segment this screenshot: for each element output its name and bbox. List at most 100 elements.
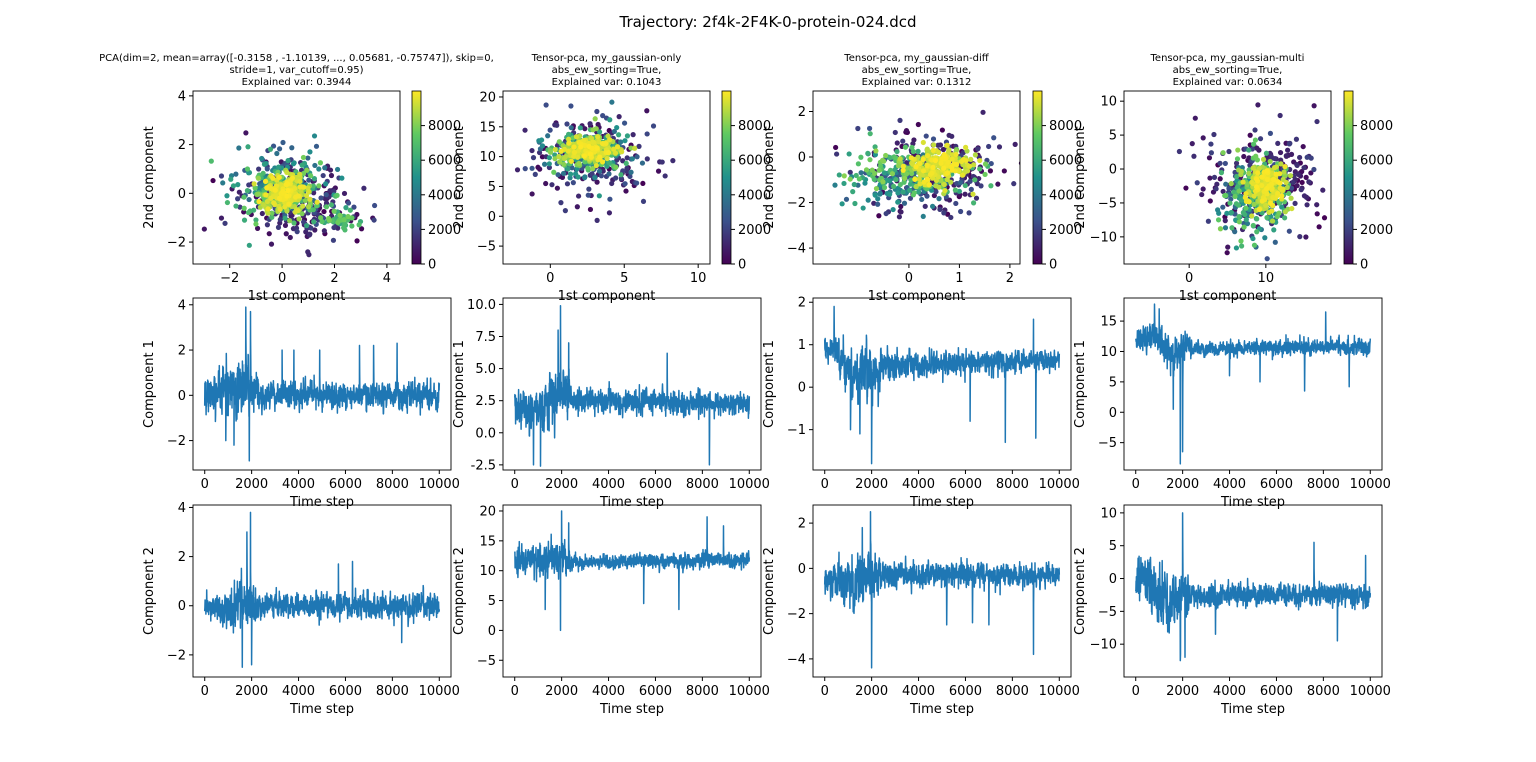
comp1-4-series-line	[1134, 303, 1372, 465]
scatter-point	[318, 195, 324, 201]
scatter-point	[594, 217, 600, 223]
scatter-point	[896, 214, 902, 220]
scatter-point	[292, 185, 298, 192]
colorbar-tick-label: 0	[428, 258, 436, 273]
scatter-point	[924, 186, 930, 192]
comp1-3-spines	[812, 297, 1072, 471]
scatter-point	[1300, 143, 1306, 150]
scatter-point	[335, 219, 341, 226]
y-tick-label: −2	[787, 607, 806, 622]
scatter-point	[929, 203, 936, 209]
scatter-point	[624, 133, 631, 139]
x-tick-label: 0	[511, 477, 519, 492]
scatter-point	[1259, 182, 1265, 189]
scatter-point	[291, 220, 297, 226]
scatter-point	[262, 178, 269, 184]
scatter-point	[917, 181, 923, 187]
scatter-point	[1250, 235, 1256, 242]
scatter-point	[1011, 181, 1017, 187]
scatter-point	[1217, 176, 1223, 182]
scatter-point	[1298, 187, 1304, 193]
scatter-point	[622, 138, 628, 144]
scatter-point	[1264, 186, 1270, 192]
scatter-point	[568, 103, 574, 109]
scatter-point	[639, 160, 646, 166]
comp1-1-axes: 0 2000 4000 6000 8000 10000 −2 0 2 4 Time step Comp…	[142, 297, 460, 510]
x-tick-label: 8000	[686, 477, 719, 492]
colorbar-tick-label: 0	[1049, 258, 1057, 273]
scatter-point	[529, 147, 535, 154]
scatter-point	[264, 166, 270, 172]
scatter-point	[261, 161, 268, 167]
scatter-point	[941, 210, 947, 216]
scatter-point	[244, 188, 251, 194]
scatter-point	[284, 193, 290, 199]
y-tick-label: 2	[178, 344, 186, 359]
scatter-point	[1228, 181, 1234, 187]
scatter-point	[887, 154, 893, 161]
scatter-point	[1189, 141, 1195, 147]
scatter-point	[272, 187, 278, 193]
scatter-point	[903, 127, 910, 134]
x-tick-label: 6000	[949, 684, 982, 699]
scatter-point	[537, 166, 543, 172]
scatter-point	[832, 182, 838, 188]
scatter-point	[599, 140, 606, 147]
scatter-point	[304, 222, 310, 229]
scatter-point	[1225, 244, 1231, 250]
x-tick-label: 4000	[902, 684, 935, 699]
x-tick-label: 6000	[639, 477, 672, 492]
scatter-point	[944, 170, 950, 176]
scatter-point	[268, 186, 274, 192]
scatter-point	[575, 174, 581, 180]
scatter-point	[897, 117, 903, 123]
scatter-title-line: Tensor-pca, my_gaussian-only	[531, 53, 682, 64]
scatter-point	[1289, 205, 1295, 212]
scatter-point	[972, 152, 978, 158]
scatter-point	[629, 156, 635, 162]
x-tick-label: 0	[821, 477, 829, 492]
scatter-point	[1270, 194, 1276, 201]
comp1-2-spines	[502, 297, 762, 471]
scatter-point	[925, 152, 931, 159]
comp2-1-spines	[192, 504, 452, 678]
scatter-point	[929, 170, 935, 176]
x-tick-label: 6000	[639, 684, 672, 699]
x-tick-label: 8000	[1307, 684, 1340, 699]
scatter-point	[1264, 191, 1270, 197]
scatter-point	[326, 217, 332, 223]
scatter-point	[559, 174, 566, 180]
y-tick-label: 0	[798, 562, 806, 577]
scatter-point	[1223, 181, 1229, 187]
scatter-point	[860, 205, 866, 211]
scatter-point	[945, 159, 952, 165]
scatter-point	[865, 150, 871, 157]
y-tick-label: −5	[477, 240, 496, 255]
scatter-point	[900, 189, 906, 195]
x-tick-label: 10000	[1350, 684, 1391, 699]
scatter-1-axes: −2 0 2 4 −2 0 2 4 PCA(dim=2, mean=array([-0.3158…	[99, 53, 494, 304]
scatter-point	[260, 170, 266, 176]
scatter-point	[614, 124, 620, 131]
scatter-point	[1243, 205, 1249, 211]
scatter-point	[577, 125, 583, 131]
scatter-point	[1279, 193, 1285, 199]
scatter-point	[266, 231, 272, 237]
x-tick-label: 8000	[376, 477, 409, 492]
x-tick-label: 4000	[592, 684, 625, 699]
scatter-point	[953, 200, 959, 207]
scatter-point	[1321, 215, 1328, 221]
scatter-point	[1259, 198, 1265, 204]
scatter-point	[856, 176, 862, 182]
scatter-point	[1277, 112, 1283, 119]
scatter-point	[343, 205, 349, 211]
scatter-point	[924, 193, 930, 199]
colorbar-tick-label: 6000	[738, 154, 771, 169]
x-tick-label: 2000	[855, 477, 888, 492]
scatter-point	[1306, 179, 1312, 185]
scatter-point	[570, 180, 576, 186]
scatter-point	[294, 229, 300, 235]
comp2-4-frame: 0 2000 4000 6000 8000 10000 −10 −5 0 5 10 Time step…	[1073, 504, 1391, 717]
scatter-point	[930, 147, 936, 153]
colorbar-tick-label: 2000	[428, 223, 461, 238]
